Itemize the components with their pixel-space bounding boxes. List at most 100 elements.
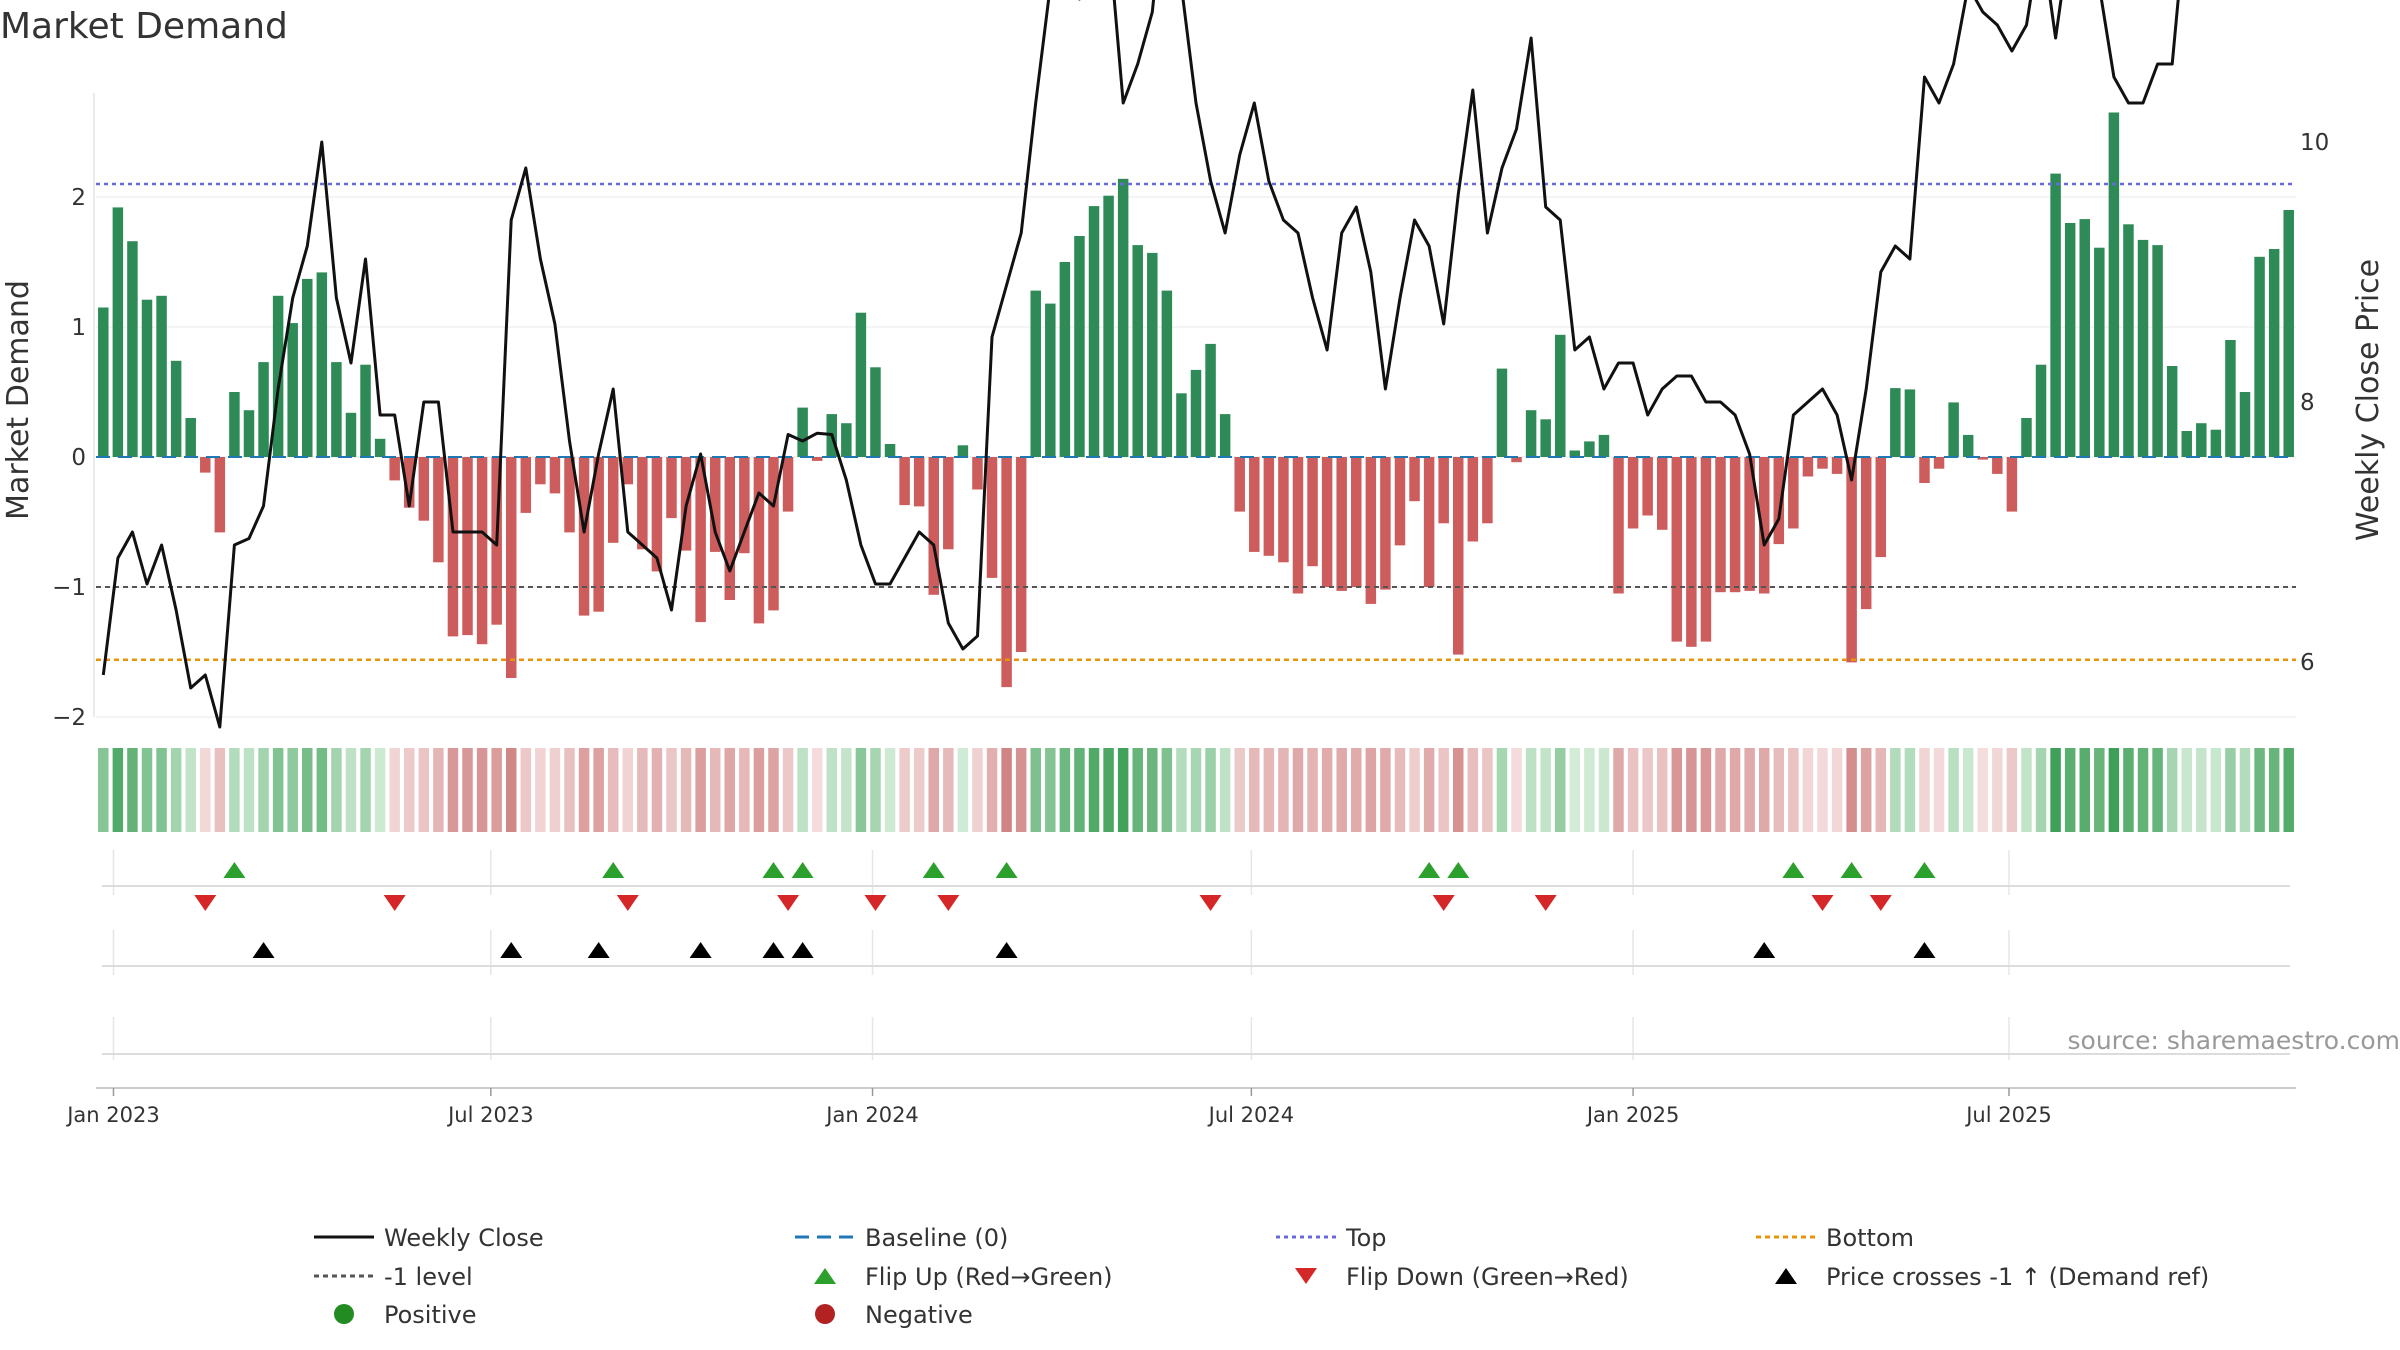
heat-cell — [1598, 748, 1610, 832]
heat-cell — [1249, 748, 1260, 832]
heat-cell — [141, 748, 153, 832]
demand-bar-positive — [1948, 402, 1959, 457]
heat-cell — [841, 748, 852, 832]
x-tick-label: Jan 2025 — [1585, 1103, 1680, 1127]
signal-markers — [194, 862, 1936, 958]
heat-cell — [1744, 748, 1755, 832]
demand-bar-positive — [1161, 290, 1173, 457]
heat-cell — [418, 748, 430, 832]
demand-bar-positive — [2079, 219, 2090, 457]
cross-up-marker — [762, 942, 785, 958]
demand-bar-positive — [1962, 434, 1974, 457]
chart-title: Market Demand — [0, 6, 288, 47]
demand-bar-negative — [1351, 457, 1362, 587]
demand-bar-positive — [1190, 369, 1202, 457]
heat-cell — [2196, 748, 2207, 832]
heat-cell — [1278, 748, 1289, 832]
heat-cell — [1321, 748, 1333, 832]
cross-up-marker — [252, 942, 275, 958]
flip-down-marker — [616, 895, 639, 911]
demand-bar-positive — [870, 367, 881, 457]
demand-bar-positive — [2123, 224, 2134, 457]
flip-up-marker — [762, 862, 785, 878]
demand-bar-negative — [1919, 457, 1930, 483]
demand-bar-negative — [1482, 457, 1493, 524]
demand-bar-positive — [1045, 303, 1056, 457]
flip-down-marker — [1869, 895, 1892, 911]
demand-bar-negative — [709, 457, 721, 552]
demand-bar-negative — [200, 457, 211, 473]
heat-cell — [1686, 748, 1697, 832]
heat-cell — [1715, 748, 1726, 832]
demand-bar-negative — [622, 457, 634, 485]
demand-bar-negative — [433, 457, 444, 563]
heat-cell — [156, 748, 167, 832]
heat-cell — [1263, 748, 1275, 832]
heat-cell — [2225, 748, 2236, 832]
demand-bar-positive — [2050, 173, 2061, 457]
heat-cell — [2137, 748, 2149, 832]
heat-cell — [1438, 748, 1449, 832]
heat-cell — [1147, 748, 1158, 832]
demand-bar-positive — [170, 360, 182, 457]
heat-cell — [1103, 748, 1114, 832]
demand-bar-positive — [2283, 210, 2294, 457]
heat-cell — [870, 748, 881, 832]
demand-bar-negative — [462, 457, 473, 636]
demand-bar-negative — [972, 457, 983, 490]
flip-up-marker — [602, 862, 625, 878]
heat-cell — [1758, 748, 1770, 832]
heat-cell — [1394, 748, 1406, 832]
heat-cell — [637, 748, 648, 832]
heat-cell — [1234, 748, 1245, 832]
demand-bar-negative — [1715, 457, 1726, 593]
heat-cell — [1627, 748, 1639, 832]
demand-bar-negative — [214, 457, 226, 533]
heat-cell — [666, 748, 677, 832]
demand-bar-positive — [1904, 389, 1916, 457]
heat-cell — [1773, 748, 1785, 832]
reference-lines — [96, 182, 2296, 662]
heat-cell — [1904, 748, 1916, 832]
heat-cell — [2050, 748, 2061, 832]
demand-bar-negative — [1394, 457, 1406, 546]
legend-label: Negative — [865, 1301, 973, 1329]
demand-bar-positive — [141, 299, 153, 457]
heat-cell — [2021, 748, 2032, 832]
heat-cell — [884, 748, 896, 832]
y-tick-left: 1 — [71, 315, 86, 341]
demand-bar-positive — [185, 418, 196, 457]
flip-down-marker — [1432, 895, 1455, 911]
demand-bar-negative — [1336, 457, 1347, 591]
heat-cell — [2166, 748, 2178, 832]
flip-down-marker — [864, 895, 887, 911]
legend-swatch-positive — [334, 1304, 354, 1324]
heat-cell — [374, 748, 386, 832]
heat-cell — [1977, 748, 1988, 832]
demand-bar-positive — [1598, 434, 1610, 457]
demand-bar-negative — [1467, 457, 1479, 542]
demand-bar-negative — [1015, 457, 1027, 652]
heat-cell — [229, 748, 240, 832]
demand-bar-positive — [2152, 245, 2163, 457]
flip-down-marker — [1811, 895, 1834, 911]
heat-cell — [1962, 748, 1974, 832]
demand-bar-negative — [1292, 457, 1304, 594]
x-tick-label: Jul 2025 — [1964, 1103, 2051, 1127]
heat-cell — [1161, 748, 1173, 832]
heat-cell — [1496, 748, 1508, 832]
demand-bar-negative — [1438, 457, 1449, 524]
demand-bar-positive — [1554, 334, 1566, 457]
heat-cell — [724, 748, 736, 832]
demand-bar-negative — [899, 457, 910, 506]
cross-up-marker — [1753, 942, 1776, 958]
demand-bar-negative — [1773, 457, 1785, 545]
demand-bar-negative — [1802, 457, 1814, 477]
heat-cell — [1613, 748, 1624, 832]
heat-cell — [1875, 748, 1887, 832]
cross-up-marker — [1913, 942, 1936, 958]
demand-bar-negative — [447, 457, 459, 637]
heat-cell — [1554, 748, 1566, 832]
heat-cell — [258, 748, 269, 832]
heat-cell — [1380, 748, 1391, 832]
